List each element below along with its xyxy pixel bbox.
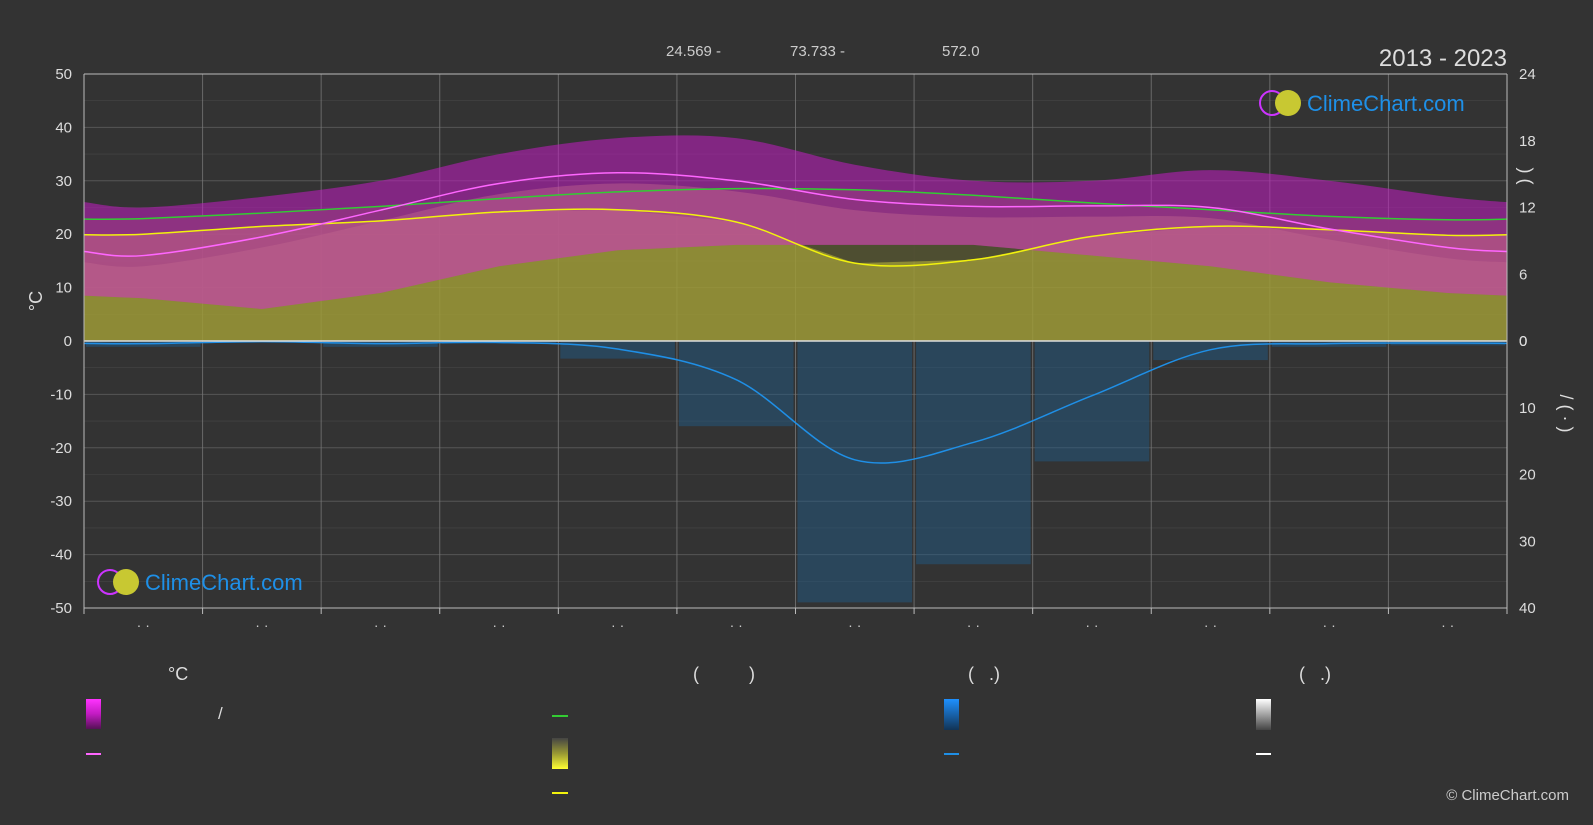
temperature-band xyxy=(84,135,1507,341)
x-tick-label: · · xyxy=(137,617,150,633)
x-tick-label: · · xyxy=(611,617,624,633)
left-tick-label: 40 xyxy=(55,119,72,136)
right-upper-axis-title: ) ( xyxy=(1516,168,1536,185)
right-lower-tick-label: 30 xyxy=(1519,533,1536,550)
right-upper-tick-label: 0 xyxy=(1519,333,1527,350)
temp-max-band xyxy=(84,135,1507,309)
x-tick-label: · · xyxy=(1441,617,1454,633)
right-lower-tick-label: 10 xyxy=(1519,400,1536,417)
temp-min-band xyxy=(84,183,1507,309)
daylight-line xyxy=(83,187,1508,221)
right-lower-tick-label: 20 xyxy=(1519,467,1536,484)
series-lines xyxy=(83,172,1508,464)
right-upper-tick-label: 24 xyxy=(1519,66,1536,83)
legend-swatch-rain-band xyxy=(944,699,959,730)
precip-bar xyxy=(1034,341,1150,462)
left-tick-label: -40 xyxy=(50,547,72,564)
left-axis-title: °C xyxy=(26,291,46,311)
x-tick-label: · · xyxy=(374,617,387,633)
x-tick-label: · · xyxy=(730,617,743,633)
right-upper-tick-label: 12 xyxy=(1519,200,1536,217)
stat-1: 24.569 - xyxy=(666,43,722,60)
stat-2: 73.733 - xyxy=(790,43,846,60)
precip-bar xyxy=(797,341,913,603)
x-tick-label: · · xyxy=(1204,617,1217,633)
right-upper-tick-label: 18 xyxy=(1519,133,1536,150)
axes: 50403020100-10-20-30-40-5024181260010203… xyxy=(26,66,1576,633)
logo-sun-icon xyxy=(113,569,139,595)
sunshine-line xyxy=(83,208,1508,267)
right-lower-tick-label: 40 xyxy=(1519,600,1536,617)
x-tick-label: · · xyxy=(492,617,505,633)
left-tick-label: 0 xyxy=(64,333,72,350)
x-tick-label: · · xyxy=(255,617,268,633)
x-tick-label: · · xyxy=(967,617,980,633)
left-tick-label: -50 xyxy=(50,600,72,617)
logo-text: ClimeChart.com xyxy=(1307,91,1465,116)
logo-sun-icon xyxy=(1275,90,1301,116)
left-tick-label: -10 xyxy=(50,386,72,403)
legend-swatch-snow-band xyxy=(1256,699,1271,730)
temperature-line xyxy=(83,172,1508,257)
left-tick-label: -20 xyxy=(50,440,72,457)
copyright: © ClimeChart.com xyxy=(1446,787,1569,804)
left-tick-label: 50 xyxy=(55,66,72,83)
left-tick-label: 20 xyxy=(55,226,72,243)
stat-3: 572.0 xyxy=(942,43,980,60)
right-upper-tick-label: 6 xyxy=(1519,266,1527,283)
logo-top: ClimeChart.com xyxy=(1259,90,1465,116)
legend-swatch-temp-band xyxy=(86,699,101,729)
legend-header-rain: ( .) xyxy=(968,664,1000,684)
left-tick-label: 10 xyxy=(55,280,72,297)
left-tick-label: -30 xyxy=(50,493,72,510)
legend-text-temp-band: / xyxy=(218,704,223,723)
period-label: 2013 - 2023 xyxy=(1378,45,1507,72)
logo-text: ClimeChart.com xyxy=(145,570,303,595)
legend-header-temperature: °C xyxy=(168,664,189,684)
x-tick-label: · · xyxy=(1085,617,1098,633)
x-tick-label: · · xyxy=(1323,617,1336,633)
right-lower-tick-label: 0 xyxy=(1519,333,1527,350)
legend-header-sun: ( ) xyxy=(693,664,755,684)
precipitation-line xyxy=(83,340,1508,464)
precip-bar xyxy=(678,341,794,427)
logo-bottom: ClimeChart.com xyxy=(97,569,303,595)
legend-swatches xyxy=(86,699,1271,794)
x-tick-label: · · xyxy=(848,617,861,633)
precip-bar xyxy=(916,341,1031,565)
left-tick-label: 30 xyxy=(55,173,72,190)
legend-swatch-sunshine-band xyxy=(552,738,568,769)
legend-header-snow: ( .) xyxy=(1299,664,1331,684)
right-lower-axis-title: / ( · ) xyxy=(1556,395,1576,433)
